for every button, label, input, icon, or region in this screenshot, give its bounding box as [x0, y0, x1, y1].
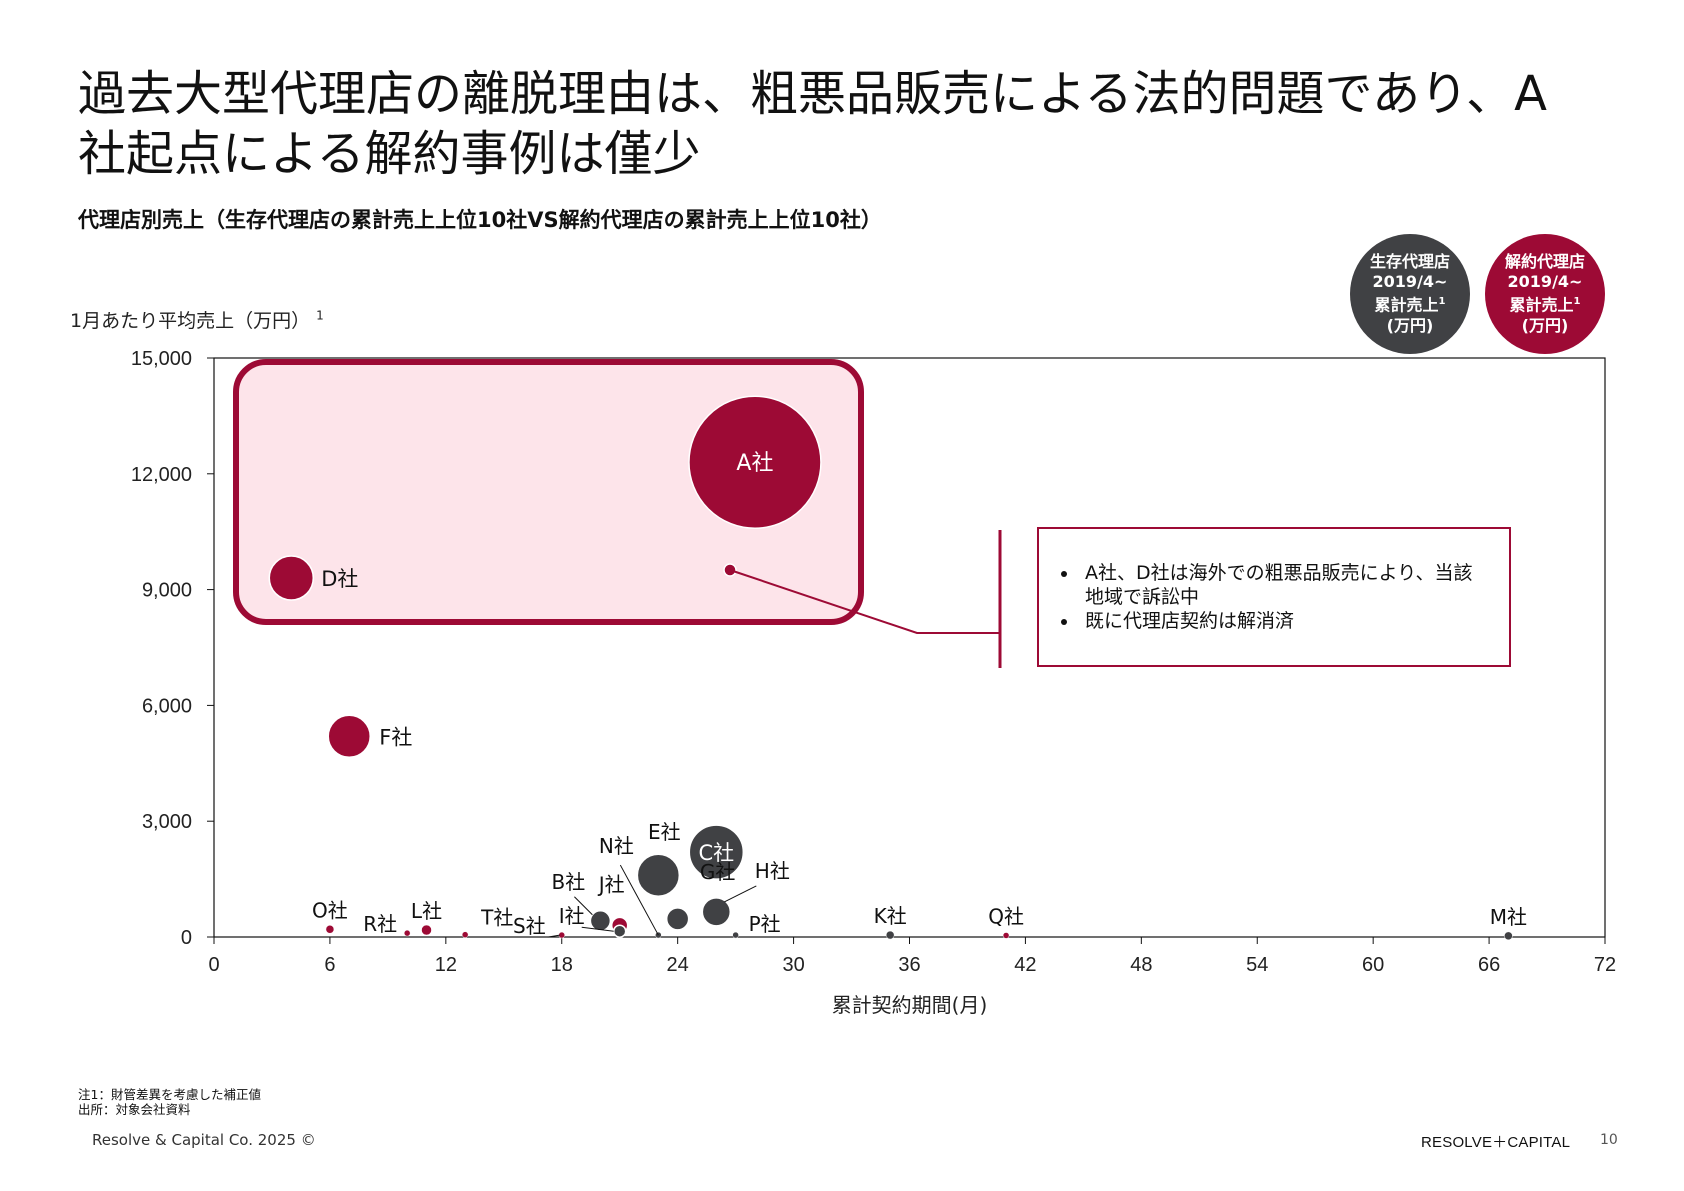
- bubble-C社: [688, 824, 745, 880]
- y-axis-title-text: 1月あたり平均売上（万円）: [70, 310, 311, 332]
- x-tick-label: 36: [898, 954, 920, 976]
- legend-cancel-line4: (万円): [1521, 315, 1569, 335]
- legend-cancel-line3-wrap: 累計売上1: [1485, 292, 1605, 315]
- callout-item: A社、D社は海外での粗悪品販売により、当該地域で訴訟中: [1079, 561, 1489, 609]
- footnote-1: 注1：財管差異を考慮した補正値: [78, 1087, 261, 1102]
- bubble-label: G社: [700, 860, 736, 884]
- legend-survive-line1: 生存代理店: [1369, 252, 1450, 272]
- page-number: 10: [1600, 1132, 1618, 1148]
- bubble-label: C社: [698, 841, 734, 865]
- bubble-T社: [461, 931, 469, 938]
- callout-box: A社、D社は海外での粗悪品販売により、当該地域で訴訟中 既に代理店契約は解消済: [1037, 527, 1511, 667]
- bubble-label: E社: [648, 820, 681, 844]
- leader-line: [581, 926, 614, 932]
- leader-line: [574, 896, 593, 916]
- bubble-F社: [327, 714, 371, 759]
- bubble-label: D社: [321, 567, 358, 591]
- y-tick-label: 9,000: [142, 580, 192, 602]
- x-tick-label: 18: [551, 954, 573, 976]
- bubble-label: B社: [552, 870, 586, 894]
- bubble-label: S社: [513, 914, 546, 938]
- bubble-G社: [665, 907, 690, 931]
- copyright: Resolve & Capital Co. 2025 ©: [92, 1131, 316, 1149]
- legend-cancel-sup: 1: [1573, 296, 1581, 308]
- leader-line: [547, 934, 560, 938]
- bubble-label: M社: [1490, 905, 1527, 929]
- bubble-label: K社: [874, 904, 907, 928]
- bubble-O社: [325, 925, 335, 934]
- bubble-A社: [688, 395, 822, 529]
- legend-cancel-line1: 解約代理店: [1504, 252, 1585, 272]
- x-axis-title: 累計契約期間(月): [832, 993, 988, 1017]
- x-tick-label: 0: [208, 954, 219, 976]
- legend-survive-sup: 1: [1438, 296, 1446, 308]
- legend-survive-line2: 2019/4~: [1372, 272, 1448, 292]
- callout-connector: [729, 569, 1000, 634]
- legend-cancel-line2: 2019/4~: [1507, 272, 1583, 292]
- chart-subtitle: 代理店別売上（生存代理店の累計売上上位10社VS解約代理店の累計売上上位10社）: [78, 208, 882, 232]
- bubble-E社: [636, 853, 681, 897]
- callout-item: 既に代理店契約は解消済: [1079, 609, 1489, 633]
- y-tick-label: 3,000: [142, 811, 192, 833]
- company-logo: RESOLVE＋CAPITAL: [1421, 1134, 1571, 1151]
- leader-line: [619, 864, 659, 936]
- bubble-label: I社: [559, 904, 585, 928]
- x-tick-label: 6: [324, 954, 335, 976]
- bubble-I社: [612, 924, 627, 938]
- y-tick-label: 6,000: [142, 695, 192, 717]
- x-tick-label: 42: [1014, 954, 1036, 976]
- footnote-source: 出所：対象会社資料: [78, 1102, 191, 1117]
- bubble-label: R社: [363, 912, 397, 936]
- bubble-D社: [268, 555, 315, 601]
- bubble-label: Q社: [988, 904, 1024, 928]
- y-axis-title-sup: 1: [316, 308, 324, 323]
- bubble-B社: [589, 910, 612, 932]
- bubble-label: J社: [597, 872, 625, 896]
- x-tick-label: 30: [782, 954, 804, 976]
- bubble-label: A社: [736, 451, 773, 476]
- bubble-P社: [732, 931, 739, 939]
- x-tick-label: 24: [667, 954, 689, 976]
- y-tick-label: 15,000: [131, 348, 192, 370]
- x-tick-label: 60: [1362, 954, 1384, 976]
- bubble-label: F社: [379, 725, 412, 749]
- x-tick-label: 54: [1246, 954, 1268, 976]
- x-tick-label: 12: [435, 954, 457, 976]
- bubble-L社: [421, 924, 432, 936]
- bubble-label: N社: [599, 834, 634, 858]
- bubble-label: P社: [749, 912, 781, 936]
- legend-survive-line3-wrap: 累計売上1: [1350, 292, 1470, 315]
- page-title: 過去大型代理店の離脱理由は、粗悪品販売による法的問題であり、A社起点による解約事…: [78, 66, 1547, 182]
- callout-list: A社、D社は海外での粗悪品販売により、当該地域で訴訟中 既に代理店契約は解消済: [1039, 529, 1509, 633]
- leader-line: [724, 885, 757, 903]
- bubble-R社: [403, 929, 411, 937]
- legend-survive-line3: 累計売上: [1374, 295, 1439, 315]
- x-tick-label: 66: [1478, 954, 1500, 976]
- y-tick-label: 12,000: [131, 464, 192, 486]
- bubble-M社: [1504, 931, 1513, 941]
- legend-survive-badge: 生存代理店 2019/4~ 累計売上1 (万円): [1350, 234, 1470, 354]
- x-tick-label: 48: [1130, 954, 1152, 976]
- bubble-label: H社: [755, 859, 790, 883]
- bubble-H社: [701, 897, 732, 927]
- y-tick-label: 0: [181, 927, 192, 949]
- x-tick-label: 72: [1594, 954, 1616, 976]
- bubble-label: O社: [312, 898, 348, 922]
- bubble-label: T社: [480, 906, 513, 930]
- bubble-K社: [885, 930, 895, 940]
- bubble-label: L社: [411, 899, 442, 923]
- legend-cancel-line3: 累計売上: [1509, 295, 1574, 315]
- legend-survive-line4: (万円): [1386, 315, 1434, 335]
- bubble-chart: 0 6 12 18 24 30 36 42 48 54 60 66 72 0 3,000 6,000 9,000…: [131, 348, 1616, 1017]
- bubble-Q社: [1002, 932, 1010, 939]
- y-axis-title: 1月あたり平均売上（万円） 1: [70, 306, 324, 333]
- legend-cancel-badge: 解約代理店 2019/4~ 累計売上1 (万円): [1485, 234, 1605, 354]
